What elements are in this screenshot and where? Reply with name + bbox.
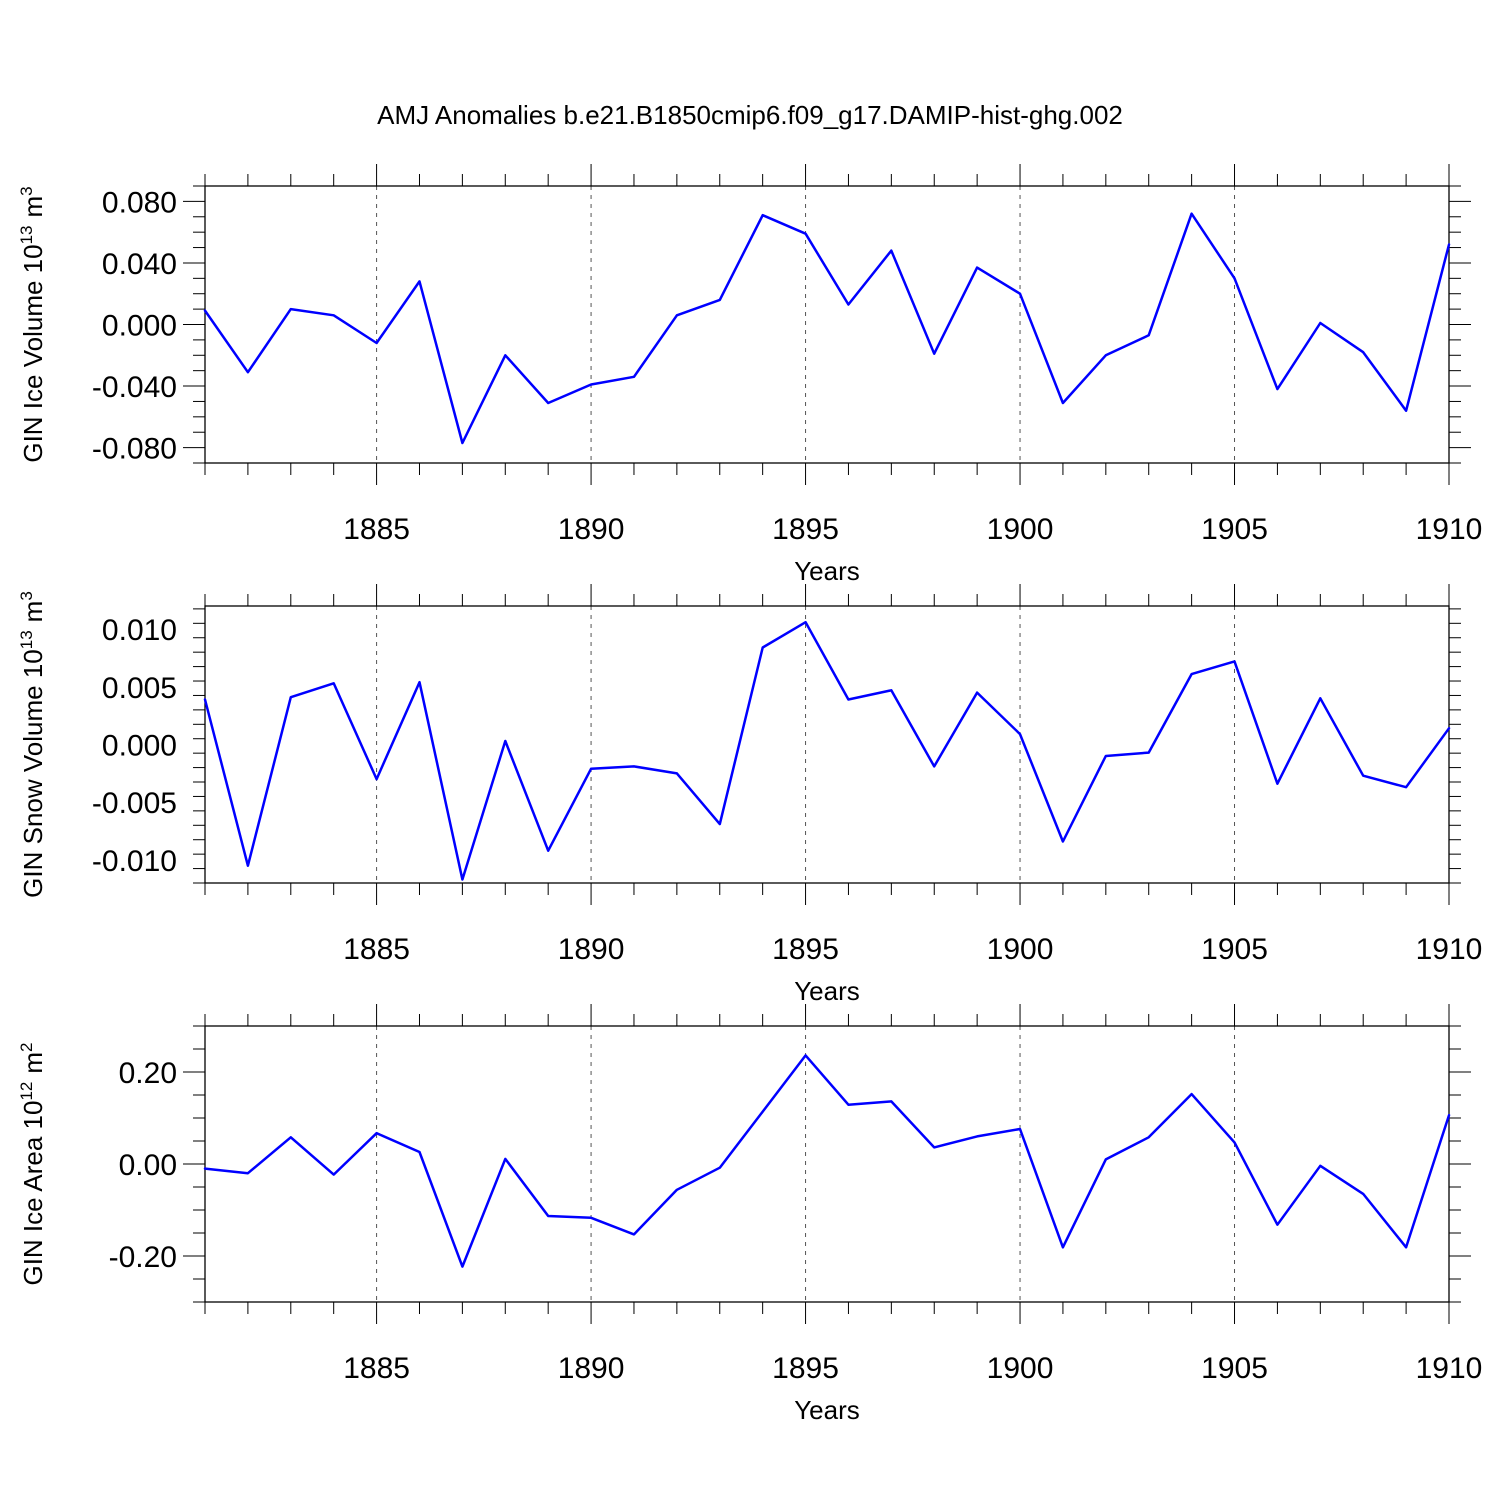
y-axis-label-unit-exponent: 3 [17, 591, 36, 600]
panel-2: -0.010 -0.005 0.000 0.005 0.010 1885 1890 1895 1… [17, 584, 1482, 1006]
y-axis-label-main: GIN Snow Volume 10 [18, 649, 48, 898]
y-axis-label: GIN Ice Area 1012 m2 [17, 1042, 48, 1285]
y-axis-label-unit: m [18, 196, 48, 218]
x-tick-label: 1905 [1201, 1352, 1268, 1385]
x-axis-label: Years [794, 1395, 860, 1425]
y-tick-label: 0.005 [102, 672, 177, 705]
series-line [203, 1054, 1451, 1268]
x-tick-label: 1890 [558, 1352, 625, 1385]
series-line [203, 212, 1451, 445]
y-tick-label: -0.005 [92, 787, 177, 820]
y-axis-label-unit-exponent: 2 [17, 1042, 36, 1051]
x-tick-label: 1890 [558, 513, 625, 546]
x-tick-label: 1900 [987, 513, 1054, 546]
y-axis-label-unit: m [18, 601, 48, 623]
x-tick-label: 1900 [987, 1352, 1054, 1385]
y-axis-label-unit-exponent: 3 [17, 186, 36, 195]
x-tick-label: 1910 [1416, 1352, 1483, 1385]
x-tick-label: 1895 [772, 933, 839, 966]
y-tick-label: 0.000 [102, 730, 177, 763]
y-axis-label-unit: m [18, 1052, 48, 1074]
x-tick-label: 1885 [343, 1352, 410, 1385]
y-axis-label-main: GIN Ice Volume 10 [18, 244, 48, 462]
y-tick-label: -0.080 [92, 433, 177, 466]
x-tick-label: 1895 [772, 513, 839, 546]
x-tick-label: 1890 [558, 933, 625, 966]
x-tick-label: 1885 [343, 933, 410, 966]
y-tick-label: 0.080 [102, 186, 177, 219]
y-tick-label: -0.20 [109, 1241, 177, 1274]
x-tick-label: 1900 [987, 933, 1054, 966]
x-tick-label: 1895 [772, 1352, 839, 1385]
y-tick-label: 0.040 [102, 248, 177, 281]
y-tick-label: 0.000 [102, 310, 177, 343]
series-line [203, 620, 1451, 881]
plot-frame [204, 605, 1450, 884]
y-tick-label: 0.20 [119, 1057, 177, 1090]
y-tick-label: -0.010 [92, 845, 177, 878]
y-axis-label-exponent: 13 [17, 225, 36, 244]
chart-title: AMJ Anomalies b.e21.B1850cmip6.f09_g17.D… [377, 100, 1123, 130]
x-axis-label: Years [794, 556, 860, 586]
y-tick-label: 0.00 [119, 1149, 177, 1182]
y-axis-label: GIN Snow Volume 1013 m3 [17, 591, 48, 898]
x-tick-label: 1910 [1416, 513, 1483, 546]
x-tick-label: 1885 [343, 513, 410, 546]
panel-3: -0.20 0.00 0.20 1885 1890 1895 1900 1905 1910 Yea… [17, 1004, 1482, 1425]
y-axis-label-main: GIN Ice Area 10 [18, 1101, 48, 1286]
y-axis-label: GIN Ice Volume 1013 m3 [17, 186, 48, 462]
x-tick-label: 1905 [1201, 933, 1268, 966]
y-tick-label: 0.010 [102, 614, 177, 647]
panel-1: -0.080 -0.040 0.000 0.040 0.080 1885 1890 1895 1… [17, 164, 1482, 586]
panels: -0.080 -0.040 0.000 0.040 0.080 1885 1890 1895 1… [17, 164, 1482, 1425]
x-tick-label: 1910 [1416, 933, 1483, 966]
y-tick-label: -0.040 [92, 371, 177, 404]
x-axis-label: Years [794, 976, 860, 1006]
y-axis-label-exponent: 12 [17, 1082, 36, 1101]
x-tick-label: 1905 [1201, 513, 1268, 546]
y-axis-label-exponent: 13 [17, 630, 36, 649]
